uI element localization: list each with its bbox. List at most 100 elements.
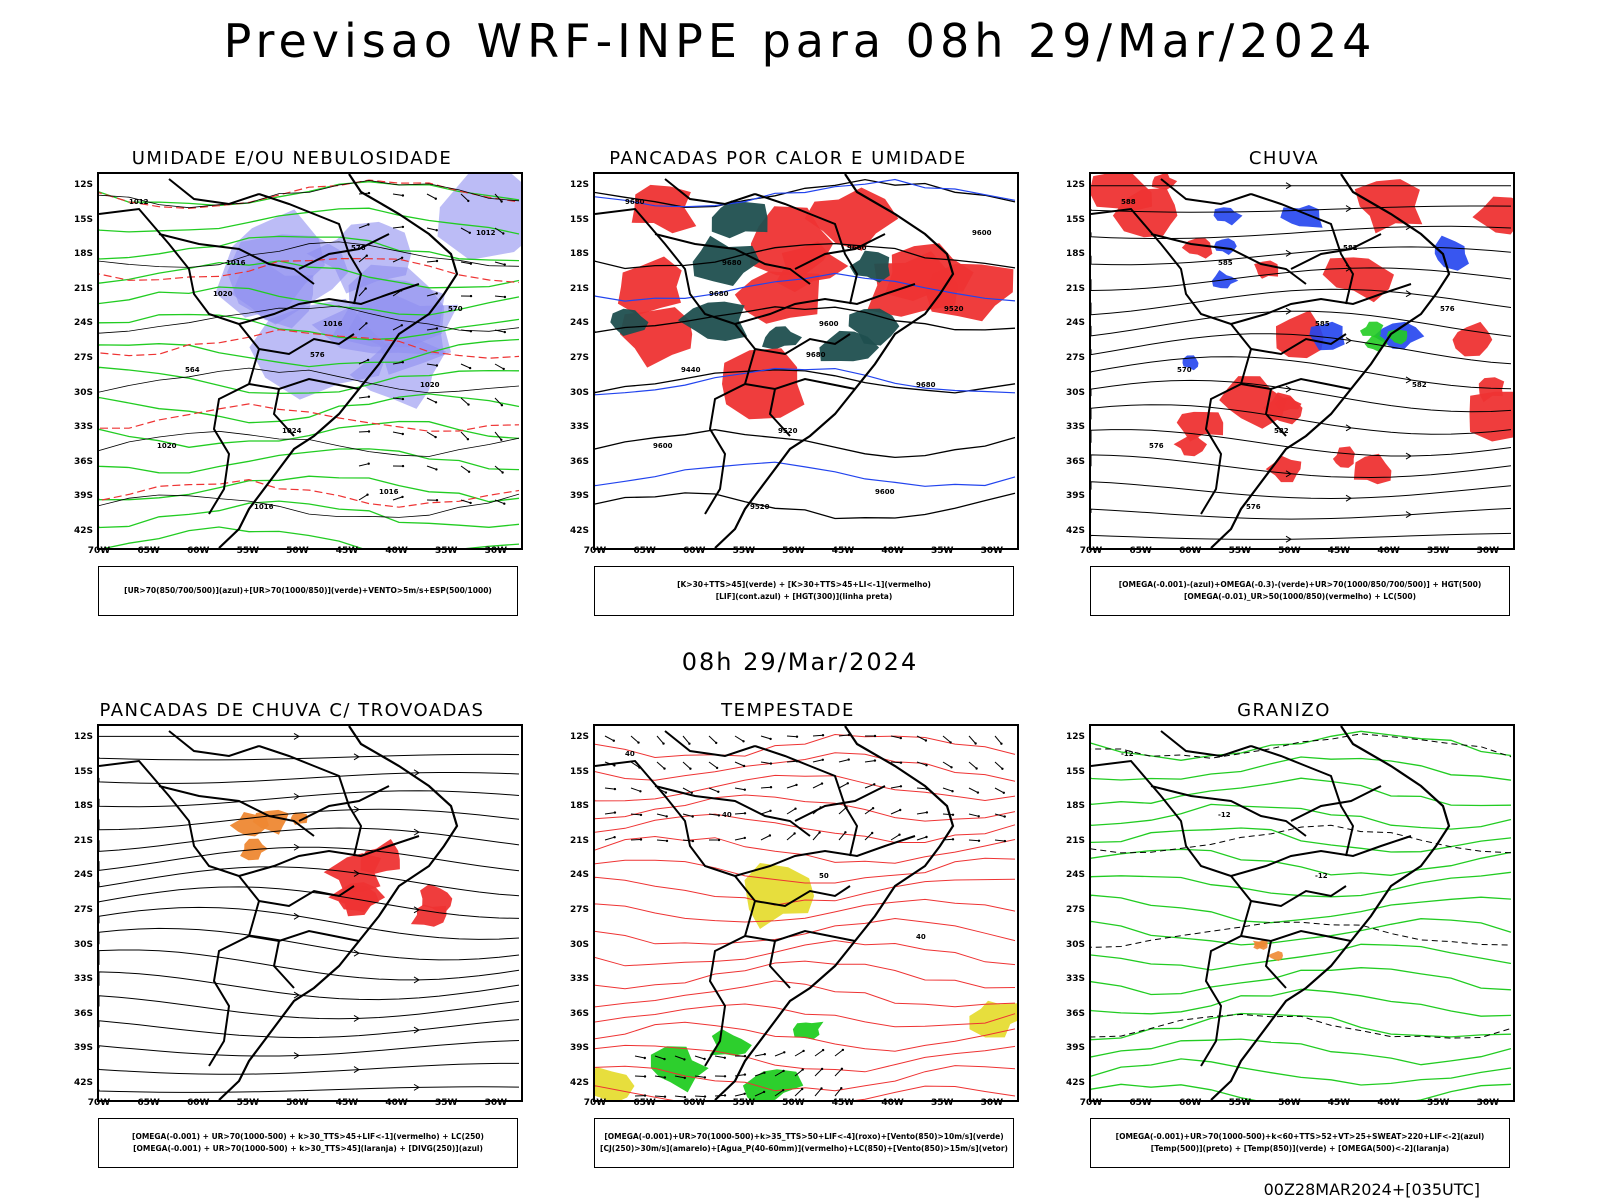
political-border [168,178,260,206]
wind-vector [734,812,746,815]
streamline-arrow [413,906,420,914]
contour-label: 40 [916,933,926,941]
humidity-fill-blue [227,234,349,325]
wind-vector-head [977,839,981,842]
humidity-contour-green [99,366,520,395]
political-border [734,283,916,325]
lon-tick-label: 70W [1079,1098,1103,1108]
height-contour [595,369,1016,394]
wind-vector-head [742,740,745,743]
rain-fill-blue [1213,207,1243,226]
political-border [1250,333,1347,356]
storm-fill-dark [819,330,880,362]
humidity-contour-green [99,181,520,207]
political-border [158,785,315,837]
lon-tick-label: 55W [732,1098,756,1108]
panel-pancadas-calor: PANCADAS POR CALOR E UMIDADE 12S 15S 18S 21S… [553,148,1023,643]
thickness-contour-red [99,329,520,359]
wind-vector-head [613,764,616,767]
contour-label: 1024 [282,427,302,435]
wind-vector-head [643,1075,647,1078]
political-border [654,233,811,285]
contour-label: 9600 [819,320,839,328]
wind-vector-head [871,807,875,810]
wind-vector-head [769,737,772,741]
temp850-contour-green [1091,730,1512,761]
streamline-arrow [1345,494,1352,502]
lon-tick-label: 50W [1278,546,1301,556]
political-border [1240,929,1352,943]
lat-tick-label: 15S [73,214,93,225]
wind-vector-head [715,766,719,770]
lon-tick-label: 65W [633,1098,656,1108]
legend-box: [OMEGA(-0.001)+UR>70(1000-500)+k<60+TTS>… [1090,1118,1510,1168]
wind-vector [890,785,901,789]
wind-vector-head [821,758,824,761]
wind-vector [890,761,902,764]
jet-fill-yellow [595,1066,635,1100]
wind-vector-head [899,736,902,740]
contour-label: 570 [448,305,463,313]
humidity-contour-green [99,286,520,316]
wind-vector [786,833,795,841]
contour-label: 576 [351,244,366,252]
wind-vector-head [435,327,439,330]
wind-vector [426,465,437,470]
lon-tick-label: 50W [286,1098,309,1108]
wind-vector [494,227,504,234]
wind-vector [494,295,505,298]
wind-vector [460,329,471,332]
pw-contour-red [595,794,1016,822]
height-contour [595,242,1016,270]
wind-vector-head [691,839,695,843]
contour-label: 1020 [213,290,233,298]
wind-vector-head [742,764,746,768]
lat-tick-label: 33S [569,422,589,433]
thickness-contour-red [99,403,520,432]
wind-vector-head [951,813,955,816]
wind-vector [760,735,771,740]
wind-vector [494,261,505,266]
wind-vector [774,1089,784,1097]
streamline-arrow [413,769,420,777]
streamline [99,753,520,761]
lon-tick-label: 50W [1278,1098,1301,1108]
pw-contour-red [595,813,1016,843]
wind-vector-head [1000,742,1003,745]
lon-tick-label: 30W [484,546,508,556]
streamline [99,1086,520,1093]
wind-vector-head [401,397,405,401]
streamline [99,846,520,872]
political-border [794,785,886,822]
rain-fill-blue [1214,238,1237,255]
streamline [1091,225,1512,239]
lon-tick-label: 65W [1129,546,1152,556]
wind-vector-head [924,739,928,742]
wind-vector-head [899,761,903,764]
wind-vector [674,1055,685,1060]
wind-vector [994,839,1005,842]
contour-label: 1016 [323,320,343,328]
streamline [99,790,520,808]
lon-tick-label: 65W [137,1098,160,1108]
coastline [714,174,955,548]
lon-tick-label: 60W [186,1098,210,1108]
lon-tick-label: 65W [137,546,160,556]
wind-vector-head [502,367,505,371]
legend-line: [OMEGA(-0.001) + UR>70(1000-500) + k>30_… [133,1144,483,1153]
omega-fill-orange [1267,951,1283,962]
coastline [218,174,459,548]
wind-vector [604,735,615,742]
lon-tick-label: 40W [881,546,904,556]
wind-vector [812,734,824,737]
lat-tick-label: 12S [569,732,589,742]
streamline [1091,454,1512,479]
streamline-arrow [293,991,300,999]
lat-tick-label: 15S [569,214,589,225]
wind-vector [656,839,668,842]
streamline-arrow [353,1066,360,1074]
wind-vector-head [899,785,903,788]
wind-vector-head [683,1058,686,1061]
wind-vector [864,783,875,789]
wind-vector-head [723,1094,727,1097]
